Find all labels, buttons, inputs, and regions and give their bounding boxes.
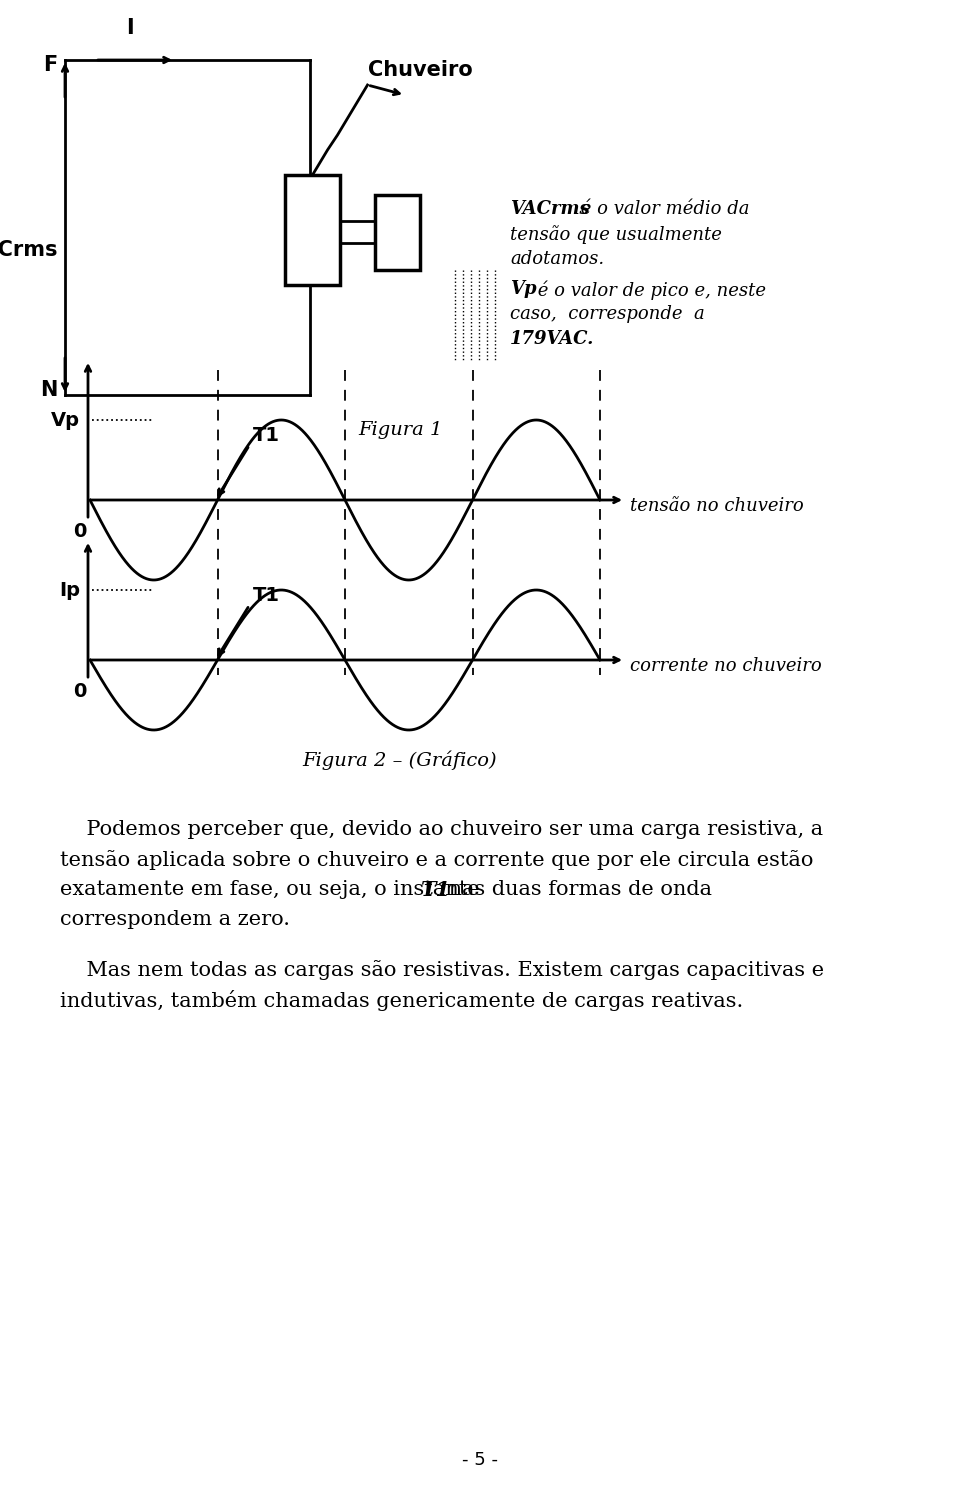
Text: correspondem a zero.: correspondem a zero.	[60, 910, 290, 929]
Text: 0: 0	[73, 682, 86, 702]
Text: Ip: Ip	[59, 580, 80, 600]
Text: 0: 0	[73, 522, 86, 542]
Text: nas duas formas de onda: nas duas formas de onda	[442, 880, 712, 899]
Text: N: N	[39, 380, 57, 399]
Text: caso,  corresponde  a: caso, corresponde a	[510, 305, 705, 323]
Text: exatamente em fase, ou seja, o instante: exatamente em fase, ou seja, o instante	[60, 880, 487, 899]
Text: T1: T1	[420, 880, 450, 901]
Text: T1: T1	[252, 425, 279, 444]
Text: Figura 2 – (Gráfico): Figura 2 – (Gráfico)	[302, 751, 497, 770]
Text: 127 VACrms: 127 VACrms	[0, 239, 57, 260]
Text: Vp: Vp	[51, 410, 80, 429]
Text: Mas nem todas as cargas são resistivas. Existem cargas capacitivas e: Mas nem todas as cargas são resistivas. …	[60, 960, 824, 980]
Text: 179VAC.: 179VAC.	[510, 331, 594, 349]
Text: T1: T1	[252, 585, 279, 604]
Text: é o valor médio da: é o valor médio da	[575, 200, 750, 218]
Text: Vp: Vp	[510, 280, 537, 298]
Text: corrente no chuveiro: corrente no chuveiro	[630, 657, 822, 675]
Text: Chuveiro: Chuveiro	[368, 60, 472, 79]
Text: F: F	[43, 55, 57, 75]
Bar	[375, 194, 420, 269]
Text: Podemos perceber que, devido ao chuveiro ser uma carga resistiva, a: Podemos perceber que, devido ao chuveiro…	[60, 820, 823, 839]
Bar	[285, 175, 340, 286]
Text: indutivas, também chamadas genericamente de cargas reativas.: indutivas, também chamadas genericamente…	[60, 990, 743, 1011]
Text: tensão no chuveiro: tensão no chuveiro	[630, 497, 804, 515]
Text: Figura 1: Figura 1	[358, 420, 443, 438]
Text: tensão aplicada sobre o chuveiro e a corrente que por ele circula estão: tensão aplicada sobre o chuveiro e a cor…	[60, 850, 813, 871]
Text: VACrms: VACrms	[510, 200, 589, 218]
Text: - 5 -: - 5 -	[462, 1451, 498, 1469]
Text: é o valor de pico e, neste: é o valor de pico e, neste	[532, 280, 766, 299]
Text: I: I	[126, 18, 133, 37]
Text: adotamos.: adotamos.	[510, 250, 604, 268]
Text: tensão que usualmente: tensão que usualmente	[510, 224, 722, 244]
